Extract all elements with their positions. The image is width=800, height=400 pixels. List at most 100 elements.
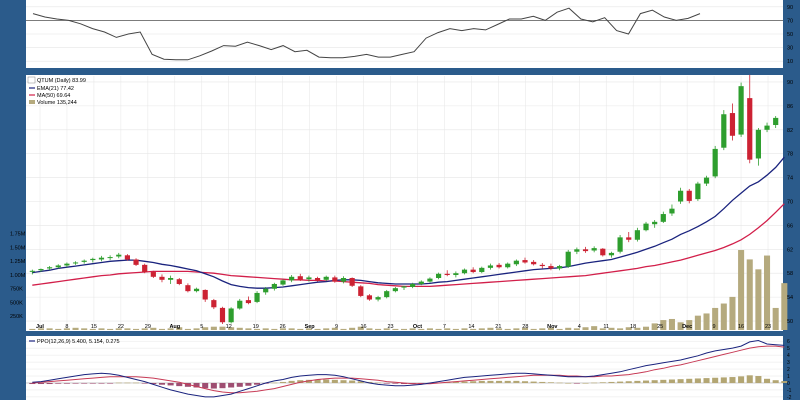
ppo-histogram-bar	[496, 380, 503, 383]
candle-body	[271, 283, 277, 289]
candle-body	[574, 249, 580, 252]
price-tick-label: 70	[787, 200, 793, 206]
ppo-histogram-bar	[772, 380, 779, 383]
candle-body	[522, 260, 528, 263]
volume-bar	[504, 328, 511, 330]
candle-body	[297, 276, 303, 280]
volume-bar	[729, 296, 736, 330]
candle-body	[539, 264, 545, 267]
candle-body	[116, 254, 122, 257]
volume-bar	[184, 328, 191, 330]
ppo-histogram-bar	[686, 378, 693, 383]
volume-bar	[634, 327, 641, 330]
candlesticks	[29, 74, 779, 325]
price-tick-label: 66	[787, 223, 793, 229]
candle-body	[435, 273, 442, 279]
legend-title: QTUM (Daily) 83.99	[37, 78, 86, 84]
volume-bar	[340, 328, 347, 330]
candle-body	[453, 273, 459, 276]
ppo-histogram-bar	[98, 382, 105, 384]
volume-bar	[228, 327, 235, 330]
candle-body	[375, 297, 381, 300]
ppo-histogram-bar	[55, 382, 62, 384]
price-panel	[26, 75, 783, 331]
candle-body	[505, 263, 511, 268]
volume-bar	[772, 307, 779, 330]
ppo-tick-label: 1	[787, 374, 790, 380]
candle-body	[237, 300, 243, 309]
volume-bar	[29, 328, 36, 330]
volume-bar	[738, 250, 745, 330]
ppo-histogram-bar	[124, 382, 131, 384]
volume-bar	[158, 328, 166, 330]
ppo-line	[32, 339, 785, 398]
ma50-line	[32, 203, 785, 288]
x-tick-label: Aug	[169, 324, 180, 330]
volume-bar	[470, 328, 477, 330]
price-tick-label: 86	[787, 104, 793, 110]
x-tick-label: 25	[657, 324, 663, 330]
price-tick-label: 74	[787, 176, 793, 182]
rsi-tick-label: 10	[787, 59, 793, 65]
x-tick-label: 9	[713, 324, 716, 330]
ppo-tick-label: 6	[787, 339, 790, 345]
candle-body	[548, 266, 554, 269]
volume-bar	[210, 326, 217, 330]
candle-body	[608, 252, 615, 256]
candle-body	[461, 269, 468, 274]
volume-bar	[193, 328, 200, 330]
ppo-histogram-bar	[37, 382, 44, 385]
candle-body	[643, 223, 649, 231]
ppo-histogram-bar	[668, 379, 675, 383]
volume-bar	[694, 315, 701, 330]
candle-body	[124, 255, 130, 260]
volume-bar	[400, 328, 408, 330]
candle-body	[617, 237, 623, 252]
volume-bar	[478, 328, 485, 330]
volume-bar	[115, 328, 122, 330]
rsi-line	[32, 7, 701, 61]
ppo-histogram-bar	[271, 382, 278, 384]
volume-tick-label: 1.75M	[10, 231, 26, 237]
ppo-histogram-bar	[305, 379, 312, 383]
volume-bar	[305, 328, 312, 330]
candle-body	[314, 278, 321, 281]
legend-ema: EMA(21) 77.42	[37, 86, 74, 92]
volume-bar	[625, 327, 632, 330]
volume-tick-label: 1.25M	[10, 259, 26, 265]
candle-body	[245, 300, 252, 304]
candle-body	[712, 148, 718, 177]
x-tick-label: 14	[468, 324, 474, 330]
x-tick-label: 16	[738, 324, 744, 330]
ppo-histogram-bar	[133, 382, 140, 384]
ppo-histogram-bar	[608, 381, 615, 383]
volume-bar	[297, 328, 304, 330]
ppo-histogram-bar	[176, 382, 183, 387]
volume-bar	[167, 328, 174, 330]
volume-bar	[357, 326, 364, 330]
candle-body	[392, 288, 398, 292]
rsi-y-axis: 70 50 30 10 90	[787, 5, 793, 65]
x-tick-label: 29	[145, 324, 151, 330]
ppo-histogram-bar	[625, 381, 632, 383]
volume-tick-label: 1.00M	[10, 273, 26, 279]
x-tick-label: 9	[335, 324, 338, 330]
volume-tick-label: 750K	[10, 287, 23, 293]
candle-body	[764, 125, 770, 130]
volume-bar	[513, 328, 520, 330]
x-tick-label: 21	[495, 324, 501, 330]
ppo-histogram-bar	[375, 382, 382, 384]
ppo-histogram-bar	[331, 379, 338, 383]
candle-body	[669, 208, 675, 214]
ppo-histogram-bar	[63, 382, 70, 384]
candle-body	[686, 190, 692, 201]
candle-body	[332, 277, 338, 282]
candle-body	[695, 183, 701, 200]
ppo-grid	[26, 340, 783, 398]
candle-body	[306, 277, 312, 280]
volume-bar	[219, 326, 226, 330]
ppo-histogram-bar	[314, 379, 321, 383]
price-tick-label: 62	[787, 247, 793, 253]
volume-bar	[150, 327, 157, 330]
